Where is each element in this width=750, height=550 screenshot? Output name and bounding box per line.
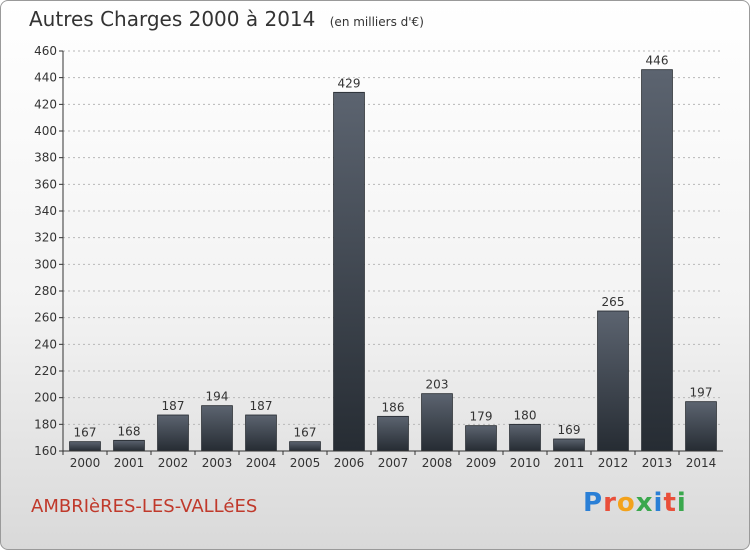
y-tick-label: 320: [34, 231, 57, 245]
logo-letter: i: [676, 488, 687, 518]
x-tick-label: 2005: [290, 456, 321, 470]
x-tick-label: 2002: [158, 456, 189, 470]
y-tick-label: 180: [34, 417, 57, 431]
data-label: 265: [602, 295, 625, 309]
data-label: 187: [250, 399, 273, 413]
bar: [113, 439, 145, 452]
y-tick-label: 220: [34, 364, 57, 378]
data-label: 187: [162, 399, 185, 413]
y-tick-label: 160: [34, 444, 57, 458]
chart-title: Autres Charges 2000 à 2014 (en milliers …: [29, 7, 424, 31]
y-tick-label: 260: [34, 311, 57, 325]
y-tick-label: 340: [34, 204, 57, 218]
data-label: 197: [690, 386, 713, 400]
logo-letter: i: [653, 488, 664, 518]
bar: [245, 414, 277, 452]
y-tick-label: 280: [34, 284, 57, 298]
bar: [509, 423, 541, 452]
x-tick-label: 2010: [510, 456, 541, 470]
y-tick-label: 380: [34, 151, 57, 165]
bar: [465, 425, 497, 452]
x-tick-label: 2014: [686, 456, 717, 470]
logo-letter: o: [616, 488, 636, 518]
y-axis-tick-labels: 160 180 200 220 240 260 280 300 320 340 360 380 400 4…: [34, 44, 57, 458]
bar: [157, 414, 189, 452]
y-tick-label: 460: [34, 44, 57, 58]
data-label: 167: [74, 426, 97, 440]
data-label: 429: [338, 76, 361, 90]
logo-letter: x: [635, 488, 654, 518]
bar: [377, 415, 409, 452]
x-tick-label: 2011: [554, 456, 585, 470]
data-label: 180: [514, 408, 537, 422]
x-tick-label: 2007: [378, 456, 409, 470]
y-tick-label: 300: [34, 257, 57, 271]
logo-letter: P: [583, 488, 604, 518]
x-tick-label: 2004: [246, 456, 277, 470]
bar: [641, 69, 673, 452]
x-tick-label: 2003: [202, 456, 233, 470]
logo-letter: r: [603, 488, 617, 518]
bar: [421, 393, 453, 452]
data-label: 203: [426, 378, 449, 392]
data-label: 446: [646, 54, 669, 68]
data-label: 194: [206, 390, 229, 404]
x-tick-label: 2013: [642, 456, 673, 470]
y-tick-label: 400: [34, 124, 57, 138]
bar: [333, 91, 365, 452]
logo-letter: t: [663, 488, 677, 518]
chart-title-text: Autres Charges 2000 à 2014: [29, 7, 316, 31]
y-tick-label: 360: [34, 177, 57, 191]
x-tick-label: 2000: [70, 456, 101, 470]
bars: [69, 69, 717, 452]
y-tick-label: 440: [34, 71, 57, 85]
y-tick-label: 200: [34, 391, 57, 405]
data-label: 179: [470, 410, 493, 424]
bar: [201, 405, 233, 452]
bar: [685, 401, 717, 452]
bar: [289, 441, 321, 452]
bar: [597, 310, 629, 452]
x-tick-label: 2009: [466, 456, 497, 470]
bar: [553, 438, 585, 452]
bar: [69, 441, 101, 452]
x-axis-tick-labels: 2000 2001 2002 2003 2004 2005 2006 2007 2008 2009…: [62, 451, 717, 470]
proxiti-logo: Proxiti: [583, 488, 687, 518]
data-label: 169: [558, 423, 581, 437]
town-name: AMBRIèRES-LES-VALLéES: [31, 496, 258, 517]
chart-subtitle: (en milliers d'€): [329, 15, 424, 29]
y-tick-label: 240: [34, 337, 57, 351]
data-labels: 167 168 187 194 187 167 429 186 203 179 180 169 265 4…: [74, 54, 713, 440]
data-label: 186: [382, 400, 405, 414]
x-tick-label: 2008: [422, 456, 453, 470]
x-tick-label: 2001: [114, 456, 145, 470]
x-tick-label: 2012: [598, 456, 629, 470]
data-label: 168: [118, 424, 141, 438]
y-tick-label: 420: [34, 97, 57, 111]
data-label: 167: [294, 426, 317, 440]
x-tick-label: 2006: [334, 456, 365, 470]
